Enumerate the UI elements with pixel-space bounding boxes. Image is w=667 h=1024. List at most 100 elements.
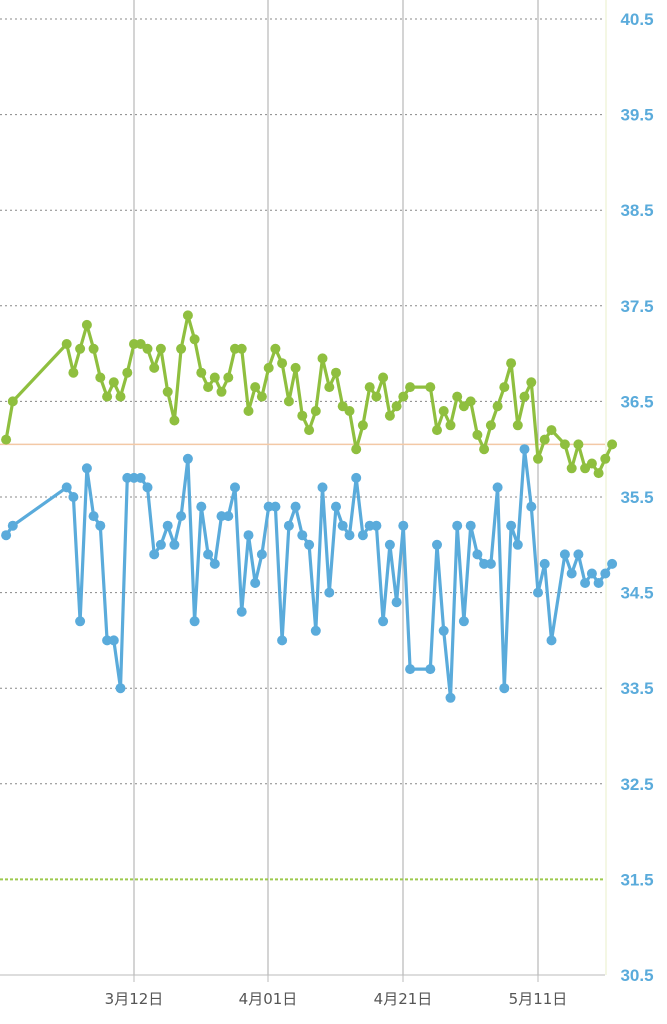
y-tick-label: 39.5 [620, 106, 653, 125]
blue-series [1, 444, 618, 703]
data-point [290, 501, 301, 512]
data-point [223, 372, 234, 383]
data-point [176, 343, 187, 354]
data-point [216, 386, 227, 397]
data-point [203, 549, 214, 560]
data-point [452, 520, 463, 531]
data-point [256, 549, 267, 560]
data-point [512, 420, 523, 431]
data-point [357, 420, 368, 431]
y-axis-ticks: 40.5 39.5 38.5 37.5 36.5 35.5 34.5 33.5 32.5 31.5… [620, 10, 653, 985]
data-point [75, 343, 86, 354]
data-point [371, 391, 382, 402]
data-point [566, 463, 577, 474]
data-point [95, 520, 106, 531]
data-point [586, 568, 597, 579]
data-point [277, 635, 288, 646]
data-point [176, 511, 187, 522]
data-point [149, 362, 160, 373]
data-point [566, 568, 577, 579]
data-point [169, 539, 180, 550]
data-point [371, 520, 382, 531]
x-axis-ticks: 3月12日 4月01日 4月21日 5月11日 [105, 990, 568, 1008]
data-point [533, 453, 543, 464]
data-point [438, 625, 449, 636]
data-point [479, 444, 490, 455]
data-point [115, 391, 126, 402]
data-point [243, 530, 254, 541]
data-point [81, 319, 92, 330]
data-point [95, 372, 106, 383]
y-tick-label: 31.5 [620, 870, 653, 889]
data-point [351, 444, 362, 455]
data-point [149, 549, 160, 560]
data-point [61, 482, 72, 493]
data-point [102, 391, 113, 402]
green-series [1, 310, 618, 479]
data-point [357, 530, 368, 541]
data-point [7, 520, 18, 531]
data-point [317, 482, 328, 493]
x-tick-label: 5月11日 [509, 990, 568, 1008]
data-point [539, 558, 550, 569]
data-point [351, 472, 362, 483]
data-point [573, 439, 584, 450]
x-tick-label: 3月12日 [105, 990, 164, 1008]
data-point [115, 683, 126, 694]
data-point [263, 362, 274, 373]
data-point [607, 439, 618, 450]
data-point [223, 511, 234, 522]
data-point [458, 616, 469, 627]
data-point [88, 343, 99, 354]
data-point [189, 334, 200, 345]
data-point [472, 429, 483, 440]
data-point [196, 367, 207, 378]
y-tick-label: 33.5 [620, 679, 653, 698]
data-point [573, 549, 584, 560]
data-point [391, 401, 402, 412]
data-point [162, 386, 173, 397]
series-lines [1, 310, 618, 703]
y-tick-label: 38.5 [620, 201, 653, 220]
data-point [378, 616, 389, 627]
data-point [546, 635, 557, 646]
data-point [438, 406, 449, 416]
data-point [331, 367, 341, 378]
data-point [250, 578, 261, 588]
data-point [182, 310, 193, 321]
data-point [492, 482, 503, 493]
data-point [290, 362, 301, 373]
data-point [310, 406, 321, 416]
y-tick-label: 30.5 [620, 966, 653, 985]
data-point [1, 530, 12, 541]
data-point [169, 415, 180, 426]
data-point [499, 683, 510, 694]
data-point [384, 539, 395, 550]
data-point [465, 396, 476, 407]
data-point [398, 520, 409, 531]
data-point [88, 511, 99, 522]
data-point [81, 463, 92, 474]
data-point [68, 492, 79, 502]
x-tick-label: 4月01日 [239, 990, 298, 1008]
data-point [559, 439, 570, 450]
data-point [492, 401, 503, 412]
data-point [142, 343, 153, 354]
data-point [452, 391, 463, 402]
data-point [317, 353, 328, 364]
data-point [324, 587, 335, 598]
data-point [297, 410, 308, 421]
data-point [189, 616, 200, 627]
data-point [519, 444, 530, 455]
data-point [122, 367, 133, 378]
data-point [277, 358, 288, 369]
data-point [580, 578, 591, 588]
data-point [593, 468, 604, 479]
data-point [391, 597, 402, 608]
data-point [324, 382, 335, 393]
data-point [405, 382, 416, 393]
data-point [304, 425, 315, 436]
reference-lines [0, 443, 605, 881]
data-point [1, 434, 12, 445]
